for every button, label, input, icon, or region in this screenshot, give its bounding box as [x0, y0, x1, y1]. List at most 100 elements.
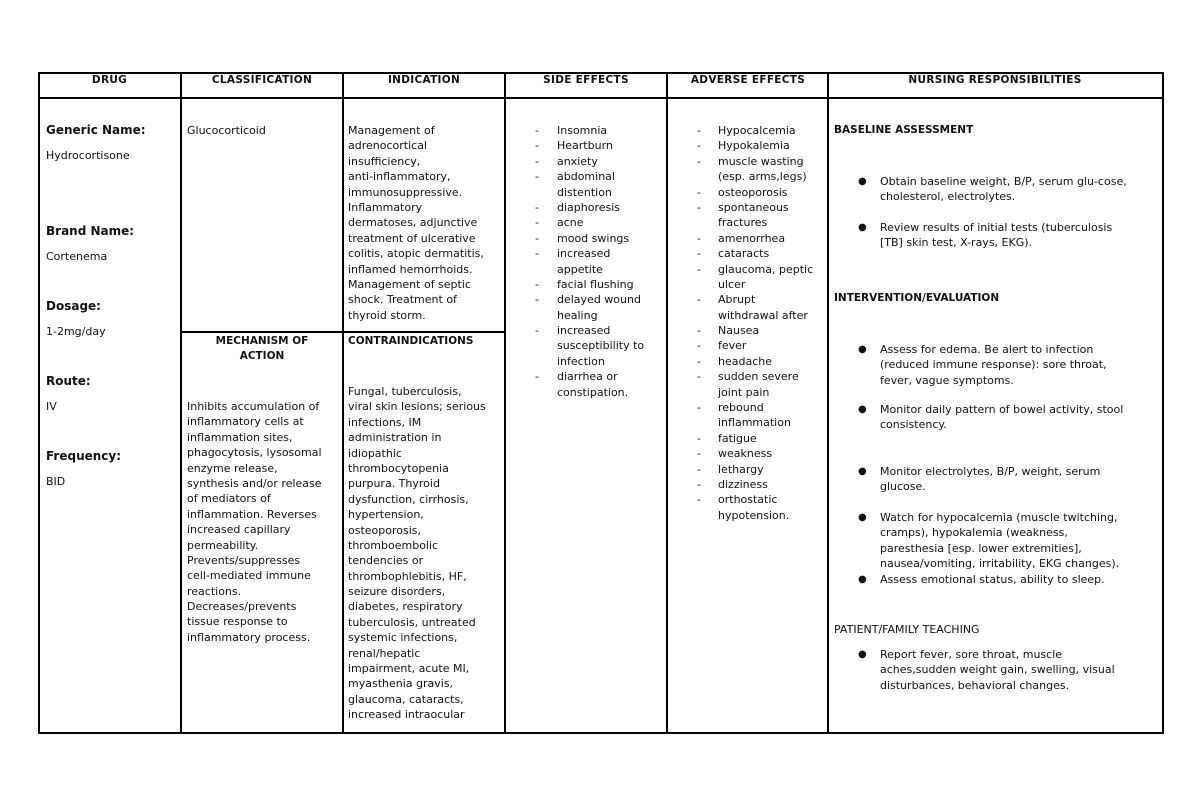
bullet-text-line: glucose.	[880, 480, 926, 494]
dash-marker: -	[535, 170, 539, 184]
bullet-text-line: fever, vague symptoms.	[880, 373, 1014, 387]
dash-marker: -	[697, 477, 701, 491]
list-item: - anxiety	[535, 154, 644, 169]
list-item: - lethargy	[697, 462, 813, 477]
indication-line: insufficiency,	[348, 154, 421, 168]
bullet-text-line: Monitor daily pattern of bowel activity,…	[880, 403, 1124, 416]
mechanism-line: Inhibits accumulation of	[187, 400, 320, 413]
mechanism-line: inflammation. Reverses	[187, 507, 317, 521]
dash-marker: -	[535, 247, 539, 261]
list-item-line: withdrawal after	[718, 308, 808, 322]
list-item-line: appetite	[557, 262, 603, 276]
list-item-line: spontaneous	[718, 200, 789, 214]
list-item-line: delayed wound	[557, 293, 641, 307]
list-item: - Abrupt withdrawal after	[697, 292, 813, 323]
intervention-item: ● Monitor daily pattern of bowel activit…	[858, 402, 1124, 433]
bullet-icon: ●	[858, 222, 867, 233]
indication-line: adrenocortical	[348, 139, 427, 153]
list-item-line: distention	[557, 185, 612, 199]
list-item: - Hypocalcemia	[697, 123, 813, 138]
dash-marker: -	[697, 401, 701, 415]
baseline-item: ● Review results of initial tests (tuberc…	[858, 220, 1112, 251]
list-item: - facial flushing	[535, 277, 644, 292]
contraindication-line: myasthenia gravis,	[348, 677, 454, 691]
dash-marker: -	[697, 370, 701, 384]
mechanism-line: of mediators of	[187, 492, 271, 506]
bullet-text-line: cholesterol, electrolytes.	[880, 190, 1016, 204]
intervention-evaluation-heading: INTERVENTION/EVALUATION	[834, 292, 1000, 304]
dash-marker: -	[535, 216, 539, 230]
dash-marker: -	[697, 200, 701, 214]
bullet-icon: ●	[858, 512, 867, 523]
brand-name-value: Cortenema	[46, 250, 108, 263]
list-item-line: Nausea	[718, 324, 760, 338]
bullet-text-line: consistency.	[880, 418, 947, 432]
indication-line: colitis, atopic dermatitis,	[348, 247, 484, 261]
contraindication-line: osteoporosis,	[348, 523, 422, 537]
dash-marker: -	[535, 277, 539, 291]
dash-marker: -	[535, 200, 539, 214]
dash-marker: -	[697, 124, 701, 137]
dash-marker: -	[697, 262, 701, 276]
contraindication-line: Fungal, tuberculosis,	[348, 385, 462, 398]
bullet-text-line: disturbances, behavioral changes.	[880, 678, 1070, 692]
mechanism-header-line: ACTION	[239, 350, 285, 363]
contraindication-line: thrombocytopenia	[348, 461, 449, 475]
dash-marker: -	[697, 293, 701, 307]
list-item: - orthostatic hypotension.	[697, 492, 813, 523]
list-item: - glaucoma, peptic ulcer	[697, 262, 813, 293]
list-item-line: susceptibility to	[557, 339, 645, 353]
bullet-icon: ●	[858, 404, 867, 415]
list-item-line: mood swings	[557, 231, 630, 245]
dash-marker: -	[697, 447, 701, 461]
dash-marker: -	[535, 293, 539, 307]
bullet-text-line: Assess for edema. Be alert to infection	[880, 343, 1094, 356]
bullet-text-line: nausea/vomiting, irritability, EKG chang…	[880, 557, 1120, 571]
column-divider	[342, 72, 344, 732]
contraindication-line: increased intraocular	[348, 708, 465, 722]
indication-line: Inflammatory	[348, 200, 423, 214]
list-item-line: rebound	[718, 401, 764, 415]
teaching-item: ● Report fever, sore throat, muscle aches,…	[858, 647, 1115, 693]
bullet-text-line: Report fever, sore throat, muscle	[880, 648, 1063, 661]
mechanism-line: enzyme release,	[187, 461, 278, 475]
adverse-effects-list: - Hypocalcemia - Hypokalemia - muscle wasting…	[697, 123, 813, 523]
dash-marker: -	[697, 431, 701, 445]
list-item-line: diarrhea or	[557, 370, 618, 384]
baseline-assessment-heading: BASELINE ASSESSMENT	[834, 124, 974, 136]
indication-line: treatment of ulcerative	[348, 231, 476, 245]
list-item: - dizziness	[697, 477, 813, 492]
column-divider	[180, 72, 182, 732]
mid-row-divider	[180, 331, 505, 333]
list-item-line: muscle wasting	[718, 154, 804, 168]
bullet-icon: ●	[858, 574, 867, 585]
list-item-line: fractures	[718, 216, 768, 230]
intervention-item: ● Watch for hypocalcemia (muscle twitchin…	[858, 510, 1120, 572]
dash-marker: -	[697, 139, 701, 153]
mechanism-line: inflammation sites,	[187, 430, 293, 444]
drug-study-table	[38, 72, 1164, 734]
bullet-text-line: Assess emotional status, ability to slee…	[880, 573, 1105, 586]
bullet-text-line: paresthesia [esp. lower extremities],	[880, 541, 1082, 555]
list-item-line: hypotension.	[718, 508, 790, 522]
list-item-line: facial flushing	[557, 277, 634, 291]
list-item-line: weakness	[718, 447, 773, 461]
dash-marker: -	[697, 339, 701, 353]
contraindication-line: tendencies or	[348, 554, 424, 568]
list-item-line: lethargy	[718, 462, 764, 476]
list-item: - fever	[697, 338, 813, 353]
bullet-text-line: Monitor electrolytes, B/P, weight, serum	[880, 465, 1101, 478]
list-item-line: anxiety	[557, 154, 598, 168]
list-item: - Nausea	[697, 323, 813, 338]
list-item-line: cataracts	[718, 247, 770, 261]
dash-marker: -	[697, 231, 701, 245]
list-item: - sudden severe joint pain	[697, 369, 813, 400]
generic-name-label: Generic Name:	[46, 123, 146, 137]
contraindication-line: glaucoma, cataracts,	[348, 692, 464, 706]
dash-marker: -	[697, 462, 701, 476]
indication-line: shock. Treatment of	[348, 293, 457, 307]
frequency-value: BID	[46, 475, 66, 488]
generic-name-value: Hydrocortisone	[46, 149, 130, 162]
list-item: - fatigue	[697, 431, 813, 446]
contraindications-header: CONTRAINDICATIONS	[348, 335, 474, 347]
